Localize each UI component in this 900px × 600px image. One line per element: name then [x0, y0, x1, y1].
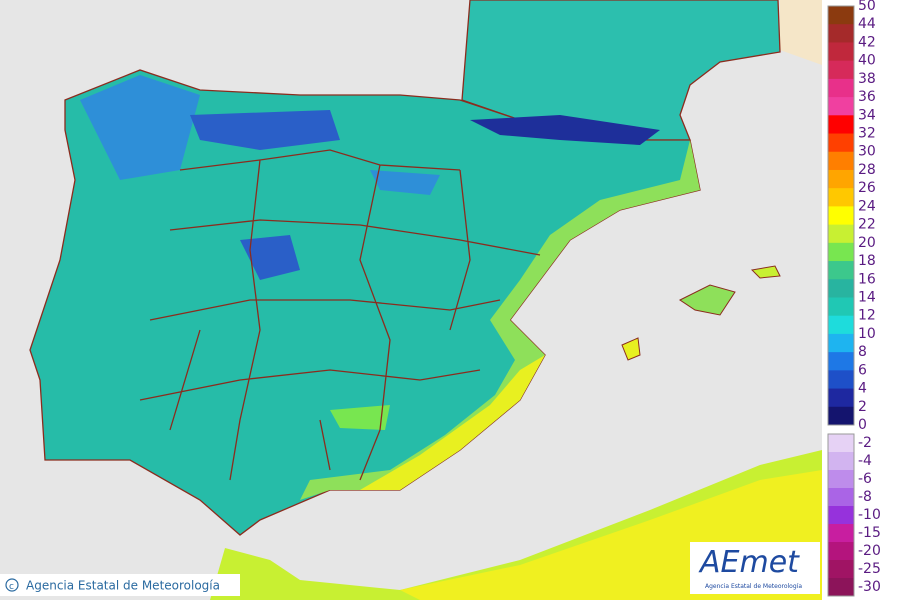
legend-swatch: [828, 242, 854, 262]
province-borders: [139, 149, 541, 481]
menorca: [750, 265, 781, 279]
legend-label: -2: [858, 435, 872, 451]
legend-label: 10: [858, 326, 876, 342]
legend-swatch: [828, 333, 854, 353]
legend-swatch: [828, 388, 854, 408]
legend-swatch: [828, 370, 854, 390]
legend-label: -20: [858, 543, 881, 559]
legend-swatch: [828, 524, 854, 543]
legend-label: 4: [858, 381, 867, 397]
legend-label: -10: [858, 507, 881, 523]
legend-swatch: [828, 97, 854, 116]
legend-label: 24: [858, 198, 876, 214]
land-outside: [780, 0, 822, 65]
credit: Agencia Estatal de Meteorología: [26, 579, 220, 593]
legend-swatch: [828, 133, 854, 153]
legend-label: 42: [858, 34, 876, 50]
warm-area: [330, 405, 390, 430]
legend-swatch: [828, 115, 854, 135]
copyright-icon: c: [9, 582, 14, 592]
cold-area: [240, 235, 300, 280]
legend-swatch: [828, 578, 854, 597]
legend-label: 2: [858, 399, 867, 415]
legend-swatch: [828, 224, 854, 244]
legend-swatch: [828, 406, 854, 426]
legend-swatch: [828, 24, 854, 43]
legend-label: -8: [858, 489, 872, 505]
legend-label: 0: [858, 417, 867, 433]
hot-coast: [360, 355, 545, 490]
legend-swatch: [828, 470, 854, 489]
legend-swatch: [828, 279, 854, 298]
legend-swatch: [828, 151, 854, 171]
legend-swatch: [828, 42, 854, 62]
legend-label: 36: [858, 89, 876, 105]
legend-swatch: [828, 188, 854, 207]
legend-label: -30: [858, 579, 881, 595]
legend-label: 38: [858, 71, 876, 87]
legend-label: -15: [858, 525, 881, 541]
legend-frame: [827, 433, 855, 597]
legend-label: -6: [858, 471, 872, 487]
legend-swatch: [828, 60, 854, 80]
logo-subtitle: Agencia Estatal de Meteorología: [705, 583, 802, 590]
map: c Agencia Estatal de Meteorología AEmet …: [0, 0, 822, 600]
legend-label: 44: [858, 16, 876, 32]
legend-label: 26: [858, 180, 876, 196]
legend-swatch: [828, 169, 854, 189]
legend-label: 28: [858, 162, 876, 178]
cold-area: [370, 170, 440, 195]
legend-label: 30: [858, 144, 876, 160]
credit-box: [0, 574, 240, 596]
legend-label: 34: [858, 107, 876, 123]
legend-swatch: [828, 542, 854, 561]
legend-swatch: [828, 6, 854, 25]
copyright-icon: [5, 578, 19, 592]
legend-swatch: [828, 315, 854, 335]
legend-swatch: [828, 78, 854, 98]
legend-swatch: [828, 297, 854, 317]
legend: 5044424038363432302826242220181614121086…: [822, 0, 900, 600]
cold-area: [80, 75, 200, 180]
legend-swatch: [828, 560, 854, 579]
cold-area: [190, 110, 340, 150]
cold-area: [470, 115, 660, 145]
legend-label: 40: [858, 53, 876, 69]
legend-label: 6: [858, 362, 867, 378]
legend-swatch: [828, 506, 854, 525]
legend-label: 16: [858, 271, 876, 287]
legend-label: 32: [858, 126, 876, 142]
logo: AEmet: [698, 545, 800, 580]
legend-label: 8: [858, 344, 867, 360]
legend-swatch: [828, 352, 854, 371]
warm-coast: [300, 140, 700, 500]
legend-label: 22: [858, 217, 876, 233]
legend-swatch: [828, 434, 854, 453]
legend-frame: [827, 5, 855, 426]
legend-label: -4: [858, 453, 872, 469]
legend-label: 18: [858, 253, 876, 269]
mallorca: [679, 284, 736, 316]
ibiza: [621, 337, 641, 361]
legend-label: 50: [858, 0, 876, 14]
legend-swatch: [828, 206, 854, 226]
legend-label: 20: [858, 235, 876, 251]
logo-box: [690, 542, 820, 594]
legend-swatch: [828, 261, 854, 280]
legend-swatch: [828, 488, 854, 507]
legend-label: -25: [858, 561, 881, 577]
legend-swatch: [828, 452, 854, 471]
legend-label: 14: [858, 289, 876, 305]
legend-label: 12: [858, 308, 876, 324]
